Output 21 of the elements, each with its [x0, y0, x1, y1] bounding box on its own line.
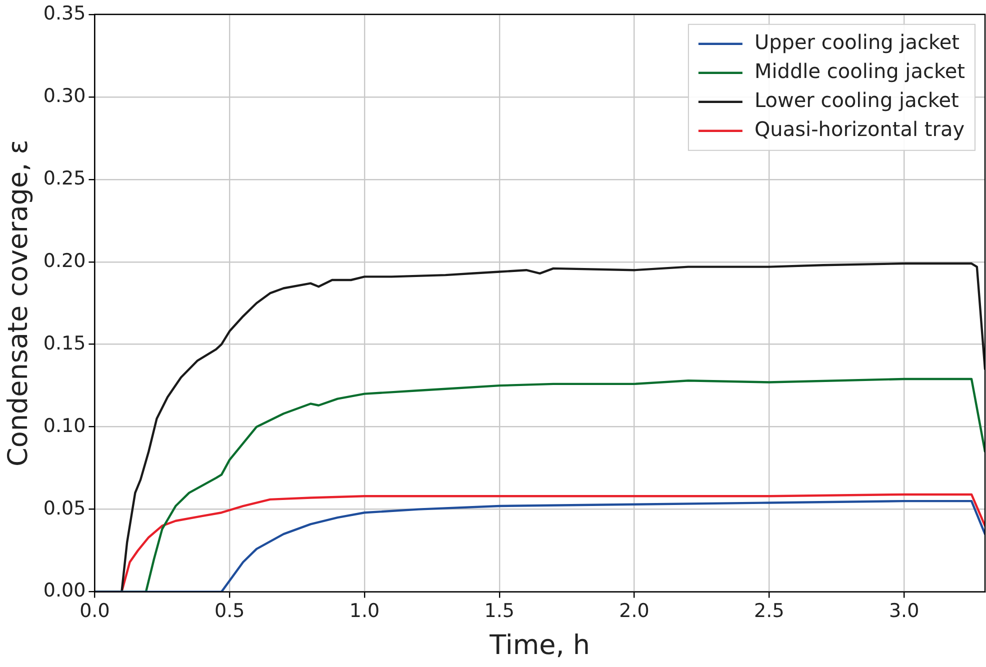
- x-tick-label: 0.0: [80, 600, 110, 622]
- legend-label: Lower cooling jacket: [754, 88, 960, 112]
- x-axis-title: Time, h: [488, 630, 590, 661]
- x-tick-label: 1.0: [349, 600, 380, 622]
- y-axis-title: Condensate coverage, ε: [3, 140, 34, 467]
- y-tick-label: 0.00: [43, 580, 86, 602]
- y-tick-label: 0.35: [43, 2, 86, 24]
- x-tick-label: 3.0: [888, 600, 920, 622]
- x-tick-label: 0.5: [214, 600, 245, 622]
- y-tick-label: 0.15: [43, 332, 86, 354]
- y-tick-label: 0.25: [43, 167, 86, 190]
- legend-label: Middle cooling jacket: [754, 59, 966, 84]
- legend-label: Upper cooling jacket: [754, 30, 960, 54]
- x-tick-label: 2.5: [754, 600, 784, 622]
- y-tick-label: 0.20: [43, 250, 86, 272]
- y-tick-label: 0.30: [43, 84, 86, 107]
- x-tick-label: 2.0: [619, 600, 650, 622]
- legend-label: Quasi-horizontal tray: [754, 117, 965, 142]
- y-tick-label: 0.10: [43, 414, 86, 437]
- y-tick-label: 0.05: [43, 497, 86, 520]
- x-tick-label: 1.5: [484, 600, 514, 622]
